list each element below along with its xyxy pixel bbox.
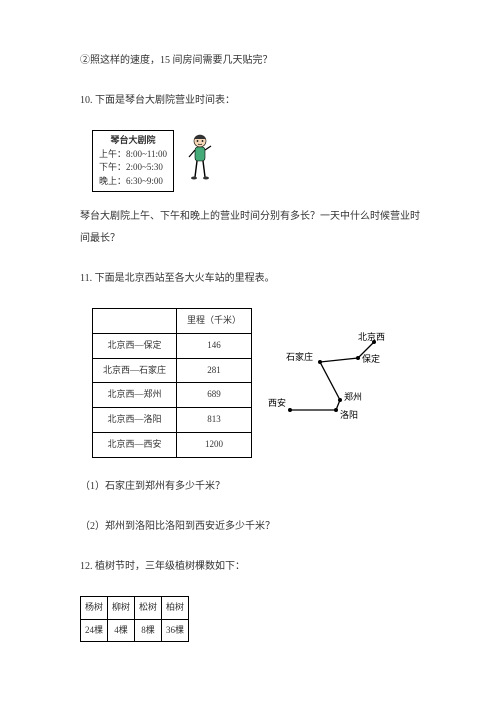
schedule-box: 琴台大剧院 上午：8:00~11:00 下午：2:00~5:30 晚上：6:30… [92, 130, 174, 192]
km-r2-c1: 689 [177, 383, 252, 408]
map-shijiazhuang: 石家庄 [286, 351, 313, 362]
tree-v3: 36棵 [162, 619, 189, 642]
schedule-title: 琴台大剧院 [99, 134, 167, 148]
q10-question-line2: 间最长？ [80, 228, 420, 250]
tree-v0: 24棵 [81, 619, 108, 642]
q11-sub2: （2）郑州到洛阳比洛阳到西安近多少千米？ [80, 516, 420, 538]
km-header-blank [93, 309, 177, 334]
km-r4-c0: 北京西—西安 [93, 432, 177, 457]
route-map-icon: 北京西 保定 石家庄 郑州 洛阳 西安 [262, 330, 392, 435]
tree-h0: 杨树 [81, 596, 108, 619]
km-r2-c0: 北京西—郑州 [93, 383, 177, 408]
q2-text: ②照这样的速度，15 间房间需要几天贴完？ [80, 50, 420, 72]
tree-h3: 柏树 [162, 596, 189, 619]
map-baoding: 保定 [362, 353, 380, 364]
tree-table: 杨树 柳树 松树 柏树 24棵 4棵 8棵 36棵 [80, 596, 189, 643]
map-luoyang: 洛阳 [340, 409, 358, 420]
km-r0-c1: 146 [177, 333, 252, 358]
km-r3-c1: 813 [177, 408, 252, 433]
tree-v1: 4棵 [108, 619, 135, 642]
map-zhengzhou: 郑州 [344, 391, 362, 402]
map-xian: 西安 [268, 397, 286, 408]
q11-sub1: （1）石家庄到郑州有多少千米？ [80, 476, 420, 498]
schedule-morning: 上午：8:00~11:00 [99, 148, 167, 162]
schedule-afternoon: 下午：2:00~5:30 [99, 161, 167, 175]
km-r3-c0: 北京西—洛阳 [93, 408, 177, 433]
map-beijing: 北京西 [358, 331, 385, 342]
km-r0-c0: 北京西—保定 [93, 333, 177, 358]
km-r1-c0: 北京西—石家庄 [93, 358, 177, 383]
mascot-icon [185, 133, 215, 190]
tree-h2: 松树 [135, 596, 162, 619]
q10-question-line1: 琴台大剧院上午、下午和晚上的营业时间分别有多长？一天中什么时候营业时 [80, 206, 420, 228]
q11-intro: 11. 下面是北京西站至各大火车站的里程表。 [80, 268, 420, 290]
q12-intro: 12. 植树节时，三年级植树棵数如下： [80, 556, 420, 578]
tree-h1: 柳树 [108, 596, 135, 619]
km-r4-c1: 1200 [177, 432, 252, 457]
schedule-wrapper: 琴台大剧院 上午：8:00~11:00 下午：2:00~5:30 晚上：6:30… [80, 130, 420, 192]
schedule-evening: 晚上：6:30~9:00 [99, 175, 167, 189]
q10-intro: 10. 下面是琴台大剧院营业时间表： [80, 90, 420, 112]
km-header-distance: 里程（千米） [177, 309, 252, 334]
km-table: 里程（千米） 北京西—保定 146 北京西—石家庄 281 北京西—郑州 689… [92, 308, 252, 458]
tree-v2: 8棵 [135, 619, 162, 642]
km-r1-c1: 281 [177, 358, 252, 383]
